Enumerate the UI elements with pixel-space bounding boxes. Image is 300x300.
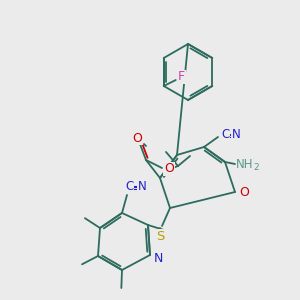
Text: C: C — [221, 128, 229, 142]
Text: O: O — [164, 163, 174, 176]
Text: O: O — [132, 131, 142, 145]
Text: S: S — [156, 230, 164, 242]
Text: F: F — [178, 70, 185, 83]
Text: N: N — [153, 253, 163, 266]
Text: N: N — [138, 181, 146, 194]
Text: O: O — [239, 185, 249, 199]
Text: C: C — [125, 181, 133, 194]
Text: NH: NH — [236, 158, 254, 172]
Text: 2: 2 — [253, 164, 259, 172]
Text: N: N — [232, 128, 240, 142]
Text: S: S — [156, 230, 164, 242]
